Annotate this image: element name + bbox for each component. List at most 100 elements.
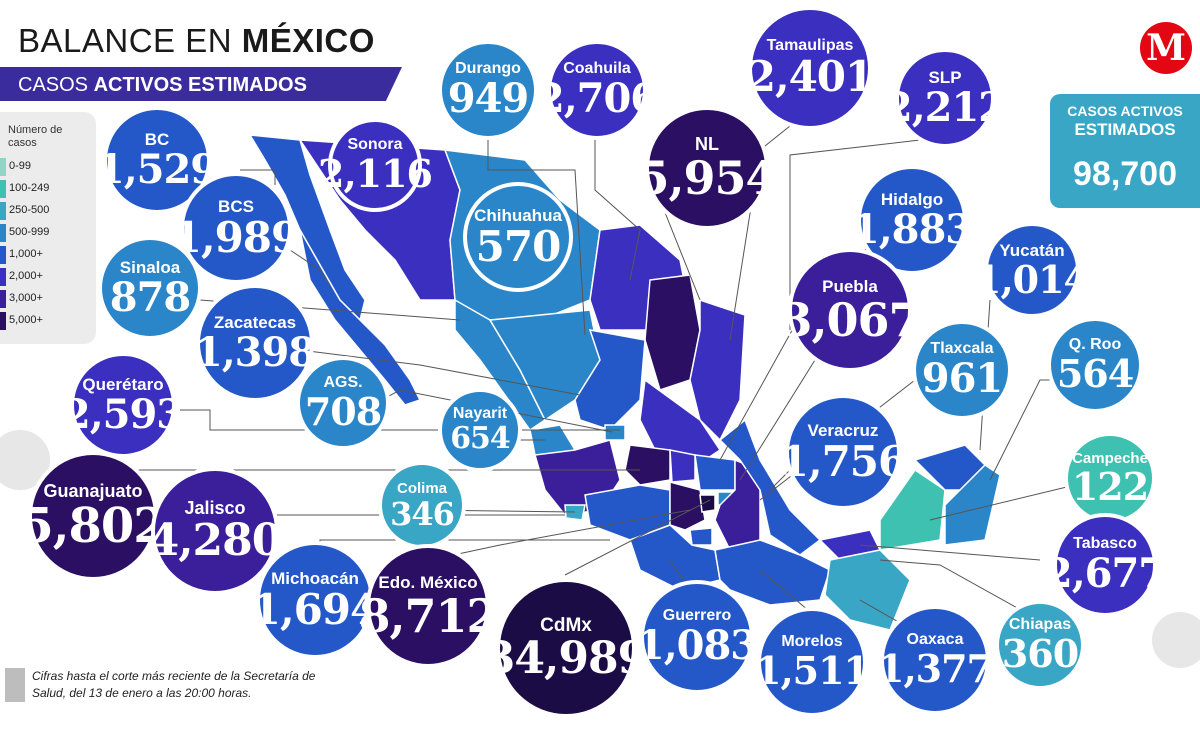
legend-label: 500-999 [9, 226, 50, 238]
legend-swatch [0, 312, 6, 330]
state-name: Jalisco [184, 498, 246, 518]
state-value: 2,706 [536, 75, 658, 122]
legend-swatch [0, 202, 6, 220]
map-oaxaca [714, 539, 831, 606]
state-name: Veracruz [807, 420, 879, 440]
state-bubble: Yucatán 1,014 [975, 222, 1090, 318]
state-bubble: NL 5,954 [637, 106, 778, 230]
state-bubble: Q. Roo 564 [1047, 317, 1143, 413]
state-value: 346 [390, 494, 455, 533]
state-bubble: Tabasco 2,677 [1045, 513, 1166, 617]
state-name: Q. Roo [1068, 336, 1122, 353]
footnote-marker [5, 668, 25, 702]
milenio-logo: M [1140, 22, 1192, 74]
state-name: Durango [455, 60, 521, 77]
state-name: Zacatecas [213, 312, 297, 332]
map-quintana-roo [944, 464, 1001, 546]
state-bubble: Sonora 2,116 [318, 118, 433, 212]
state-name: Morelos [781, 633, 843, 650]
virus-decoration-left [0, 430, 50, 490]
legend-item: 1,000+ [0, 246, 96, 264]
virus-decoration-right [1152, 612, 1200, 668]
state-name: Oaxaca [906, 631, 964, 648]
state-name: Campeche [1072, 449, 1148, 467]
map-cdmx [699, 494, 716, 513]
state-value: 1,083 [636, 622, 758, 669]
state-value: 570 [475, 221, 562, 271]
state-name: Edo. México [378, 572, 478, 592]
legend-label: 2,000+ [9, 270, 43, 282]
legend-swatch [0, 180, 6, 198]
state-name: Sinaloa [119, 257, 181, 277]
state-name: Hidalgo [880, 189, 944, 209]
state-value: 1,529 [96, 145, 218, 193]
state-name: Sonora [347, 136, 403, 153]
state-value: 1,398 [194, 328, 316, 376]
state-value: 3,067 [780, 292, 920, 347]
map-queretaro [669, 449, 696, 483]
state-bubble: Puebla 3,067 [780, 248, 921, 372]
state-value: 5,954 [637, 151, 777, 205]
state-value: 34,989 [484, 632, 648, 684]
state-name: Chihuahua [474, 205, 562, 225]
map-edo-mexico [669, 481, 706, 531]
legend-swatch [0, 158, 6, 176]
state-value: 708 [304, 389, 382, 434]
state-value: 1,377 [878, 646, 993, 691]
map-zacatecas [574, 329, 646, 431]
legend-label: 1,000+ [9, 248, 43, 260]
state-name: Colima [396, 479, 447, 497]
state-name: Yucatán [999, 240, 1065, 260]
state-bubble: Tlaxcala 961 [912, 320, 1012, 420]
state-value: 2,593 [62, 390, 184, 438]
state-bubble: SLP 2,212 [885, 48, 1006, 148]
legend-swatch [0, 290, 6, 308]
state-value: 961 [921, 355, 1003, 402]
state-name: AGS. [323, 374, 363, 391]
state-value: 654 [450, 421, 511, 456]
legend-label: 0-99 [9, 160, 32, 172]
state-value: 2,212 [884, 83, 1006, 131]
state-bubble: Chihuahua 570 [463, 182, 573, 292]
footnote: Cifras hasta el corte más reciente de la… [32, 669, 316, 700]
state-value: 1,511 [755, 648, 870, 693]
state-bubble: AGS. 708 [296, 356, 390, 450]
page-title: BALANCE EN MÉXICO [18, 22, 375, 59]
state-name: Nayarit [452, 405, 508, 422]
total-box [1050, 94, 1200, 208]
state-bubble: Chiapas 360 [995, 600, 1085, 690]
state-value: 1,694 [251, 584, 380, 634]
state-value: 2,116 [318, 151, 433, 196]
legend-swatch [0, 224, 6, 242]
legend-item: 3,000+ [0, 290, 96, 308]
legend-item: 2,000+ [0, 268, 96, 286]
state-name: Tamaulipas [766, 37, 854, 54]
state-bubble: Michoacán 1,694 [252, 541, 379, 659]
state-value: 5,802 [20, 498, 166, 554]
state-bubble: Veracruz 1,756 [780, 394, 907, 510]
legend-item: 5,000+ [0, 312, 96, 330]
state-name: Querétaro [82, 374, 164, 394]
legend-swatch [0, 246, 6, 264]
state-name: Guanajuato [43, 481, 143, 501]
total-value: 98,700 [1073, 155, 1177, 193]
state-value: 1,756 [779, 436, 908, 486]
state-value: 564 [1056, 351, 1134, 396]
map-hidalgo [694, 454, 736, 491]
map-campeche [879, 468, 946, 551]
legend-swatch [0, 268, 6, 286]
state-bubble: Guanajuato 5,802 [20, 451, 167, 581]
state-bubble: Zacatecas 1,398 [194, 284, 316, 402]
state-name: CdMx [540, 614, 592, 636]
state-name: Coahuila [563, 60, 631, 77]
state-bubble: Jalisco 4,280 [149, 467, 282, 595]
state-bubble: Guerrero 1,083 [636, 580, 758, 694]
state-bubble: Sinaloa 878 [98, 236, 202, 340]
state-name: Michoacán [271, 568, 359, 588]
legend-label: 5,000+ [9, 314, 43, 326]
state-name: Chiapas [1008, 616, 1072, 633]
state-value: 8,712 [358, 588, 498, 643]
total-label: CASOS ACTIVOS [1067, 103, 1183, 119]
legend-label: 250-500 [9, 204, 50, 216]
